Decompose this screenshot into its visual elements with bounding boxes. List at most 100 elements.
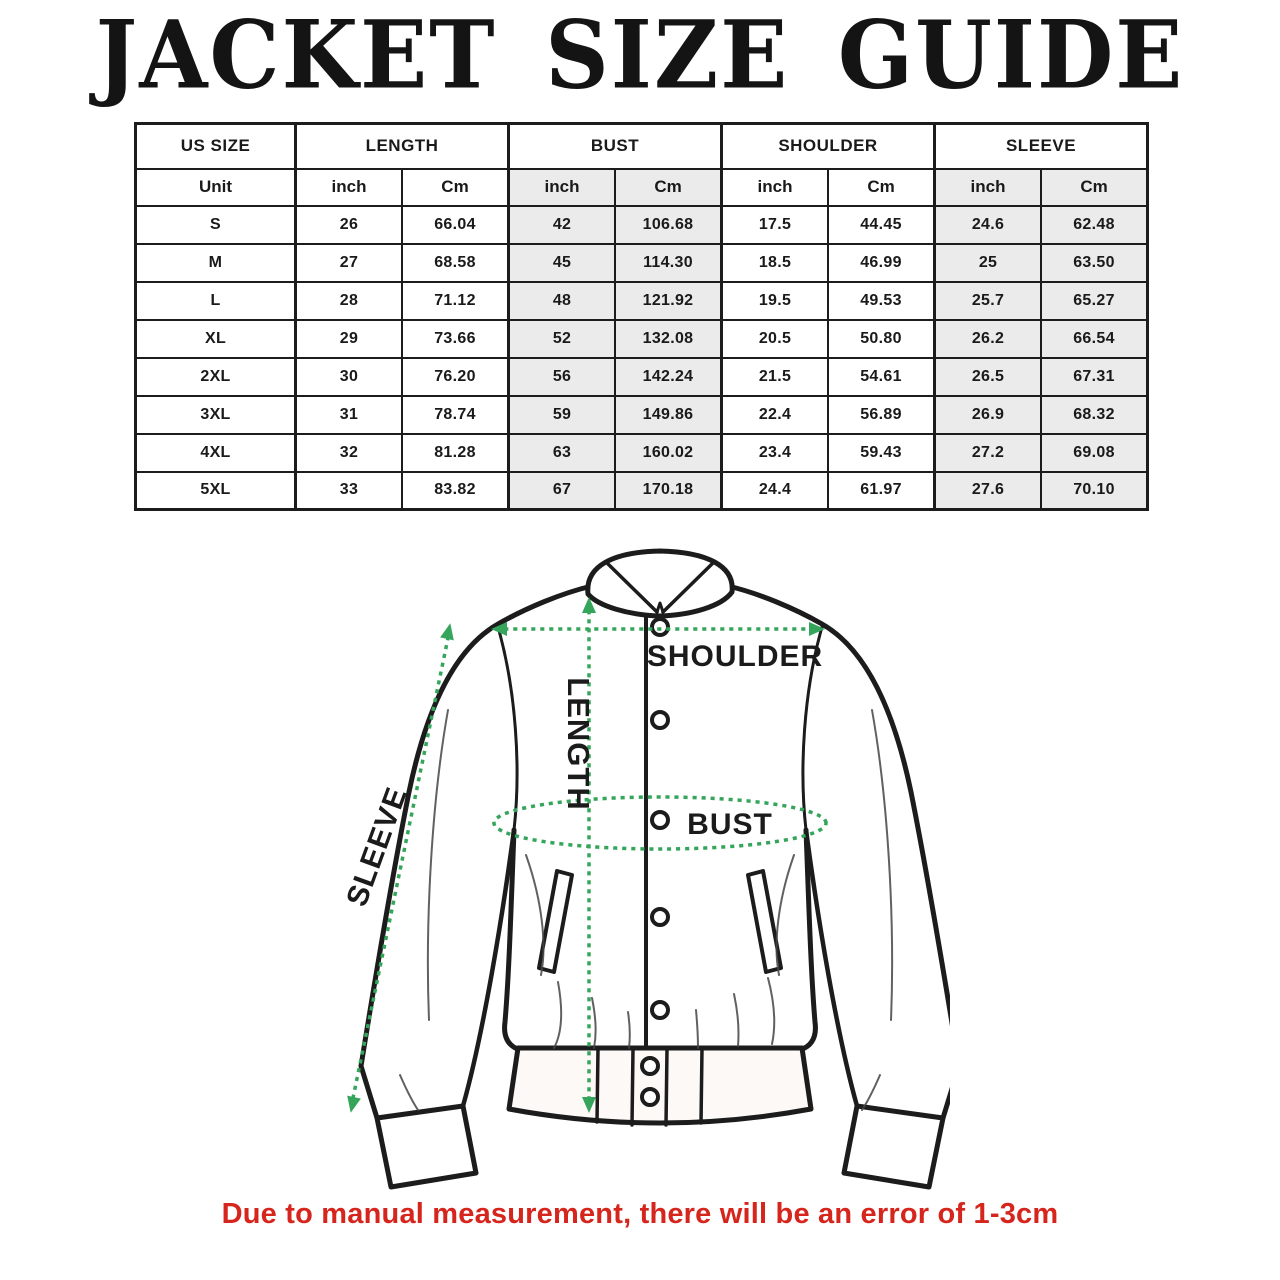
measurement-cell: 67.31 bbox=[1040, 356, 1149, 397]
measurement-cell: 33 bbox=[294, 470, 403, 511]
table-row: S 26 66.04 42 106.68 17.5 44.45 24.6 62.48 bbox=[134, 204, 1149, 245]
measurement-cell: 24.6 bbox=[933, 204, 1043, 245]
size-cell: M bbox=[134, 242, 297, 283]
measurement-cell: 121.92 bbox=[614, 280, 723, 321]
left-pocket bbox=[537, 869, 574, 974]
measurement-cell: 114.30 bbox=[614, 242, 723, 283]
measurement-cell: 23.4 bbox=[720, 432, 830, 473]
size-cell: L bbox=[134, 280, 297, 321]
measurement-cell: 68.32 bbox=[1040, 394, 1149, 435]
table-row: M 27 68.58 45 114.30 18.5 46.99 25 63.50 bbox=[134, 242, 1149, 283]
measurement-cell: 160.02 bbox=[614, 432, 723, 473]
size-cell: S bbox=[134, 204, 297, 245]
table-row: 3XL 31 78.74 59 149.86 22.4 56.89 26.9 68.32 bbox=[134, 394, 1149, 435]
measurement-cell: 142.24 bbox=[614, 356, 723, 397]
measurement-cell: 81.28 bbox=[401, 432, 510, 473]
shoulder-label: SHOULDER bbox=[647, 640, 823, 673]
measurement-cell: 27 bbox=[294, 242, 403, 283]
measurement-cell: 52 bbox=[507, 318, 617, 359]
jacket-buttons bbox=[640, 617, 670, 1107]
measurement-cell: 45 bbox=[507, 242, 617, 283]
measurement-cell: 106.68 bbox=[614, 204, 723, 245]
size-cell: 4XL bbox=[134, 432, 297, 473]
measurement-cell: 42 bbox=[507, 204, 617, 245]
table-row: 5XL 33 83.82 67 170.18 24.4 61.97 27.6 70.10 bbox=[134, 470, 1149, 511]
measurement-cell: 31 bbox=[294, 394, 403, 435]
table-row: 2XL 30 76.20 56 142.24 21.5 54.61 26.5 67.31 bbox=[134, 356, 1149, 397]
measurement-cell: 68.58 bbox=[401, 242, 510, 283]
measurement-cell: 26 bbox=[294, 204, 403, 245]
measurement-cell: 22.4 bbox=[720, 394, 830, 435]
measurement-cell: 78.74 bbox=[401, 394, 510, 435]
measurement-cell: 149.86 bbox=[614, 394, 723, 435]
measurement-cell: 32 bbox=[294, 432, 403, 473]
measurement-cell: 62.48 bbox=[1040, 204, 1149, 245]
measurement-cell: 132.08 bbox=[614, 318, 723, 359]
measurement-cell: 29 bbox=[294, 318, 403, 359]
measurement-cell: 27.2 bbox=[933, 432, 1043, 473]
measurement-cell: 63.50 bbox=[1040, 242, 1149, 283]
measurement-cell: 59.43 bbox=[827, 432, 936, 473]
measurement-cell: 19.5 bbox=[720, 280, 830, 321]
size-cell: XL bbox=[134, 318, 297, 359]
measurement-cell: 48 bbox=[507, 280, 617, 321]
measurement-cell: 44.45 bbox=[827, 204, 936, 245]
measurement-cell: 28 bbox=[294, 280, 403, 321]
measurement-cell: 56.89 bbox=[827, 394, 936, 435]
measure-arrowheads bbox=[347, 597, 825, 1113]
right-pocket bbox=[746, 869, 783, 974]
measurement-cell: 24.4 bbox=[720, 470, 830, 511]
measurement-cell: 67 bbox=[507, 470, 617, 511]
size-table-body: S 26 66.04 42 106.68 17.5 44.45 24.6 62.48 M 27 68.… bbox=[134, 204, 1149, 511]
measurement-cell: 73.66 bbox=[401, 318, 510, 359]
bust-label: BUST bbox=[687, 808, 773, 841]
measurement-cell: 27.6 bbox=[933, 470, 1043, 511]
measurement-cell: 65.27 bbox=[1040, 280, 1149, 321]
table-unit-row: Unit inch Cm inch Cm inch Cm inch Cm bbox=[134, 167, 1149, 207]
measurement-cell: 66.04 bbox=[401, 204, 510, 245]
length-group-header: LENGTH bbox=[293, 122, 510, 170]
size-cell: 5XL bbox=[134, 470, 297, 511]
sleeve-label: SLEEVE bbox=[340, 783, 414, 911]
measurement-cell: 63 bbox=[507, 432, 617, 473]
size-chart-table: US SIZE LENGTH BUST SHOULDER SLEEVE Unit… bbox=[134, 122, 1150, 511]
measurement-cell: 25.7 bbox=[933, 280, 1043, 321]
table-row: XL 29 73.66 52 132.08 20.5 50.80 26.2 66.54 bbox=[134, 318, 1149, 359]
measurement-cell: 46.99 bbox=[827, 242, 936, 283]
bust-inch-header: inch bbox=[507, 167, 617, 207]
measurement-cell: 54.61 bbox=[827, 356, 936, 397]
bust-measure-ellipse bbox=[492, 795, 828, 851]
measurement-cell: 76.20 bbox=[401, 356, 510, 397]
measurement-cell: 20.5 bbox=[720, 318, 830, 359]
shoulder-group-header: SHOULDER bbox=[720, 122, 936, 170]
measurement-cell: 30 bbox=[294, 356, 403, 397]
table-group-header-row: US SIZE LENGTH BUST SHOULDER SLEEVE bbox=[134, 122, 1149, 170]
measurement-cell: 71.12 bbox=[401, 280, 510, 321]
measurement-cell: 69.08 bbox=[1040, 432, 1149, 473]
measurement-cell: 26.2 bbox=[933, 318, 1043, 359]
size-cell: 3XL bbox=[134, 394, 297, 435]
measurement-cell: 25 bbox=[933, 242, 1043, 283]
collar bbox=[585, 548, 735, 619]
jacket-outline bbox=[358, 548, 962, 1190]
shoulder-cm-header: Cm bbox=[827, 167, 936, 207]
sleeve-inch-header: inch bbox=[933, 167, 1043, 207]
measurement-cell: 26.5 bbox=[933, 356, 1043, 397]
us-size-header: US SIZE bbox=[134, 122, 297, 170]
bust-group-header: BUST bbox=[507, 122, 723, 170]
jacket-measurement-diagram: SHOULDER LENGTH BUST SLEEVE bbox=[330, 520, 962, 1200]
measurement-cell: 70.10 bbox=[1040, 470, 1149, 511]
measurement-cell: 17.5 bbox=[720, 204, 830, 245]
measurement-cell: 21.5 bbox=[720, 356, 830, 397]
measurement-cell: 170.18 bbox=[614, 470, 723, 511]
measurement-cell: 56 bbox=[507, 356, 617, 397]
measurement-disclaimer: Due to manual measurement, there will be… bbox=[221, 1198, 1059, 1230]
length-label: LENGTH bbox=[561, 677, 596, 810]
measurement-cell: 49.53 bbox=[827, 280, 936, 321]
sleeve-measure-line bbox=[350, 635, 451, 1101]
jacket-diagram-svg: SHOULDER LENGTH BUST SLEEVE bbox=[340, 548, 962, 1190]
measurement-cell: 61.97 bbox=[827, 470, 936, 511]
length-inch-header: inch bbox=[294, 167, 403, 207]
waistband bbox=[506, 1045, 814, 1126]
measurement-cell: 26.9 bbox=[933, 394, 1043, 435]
